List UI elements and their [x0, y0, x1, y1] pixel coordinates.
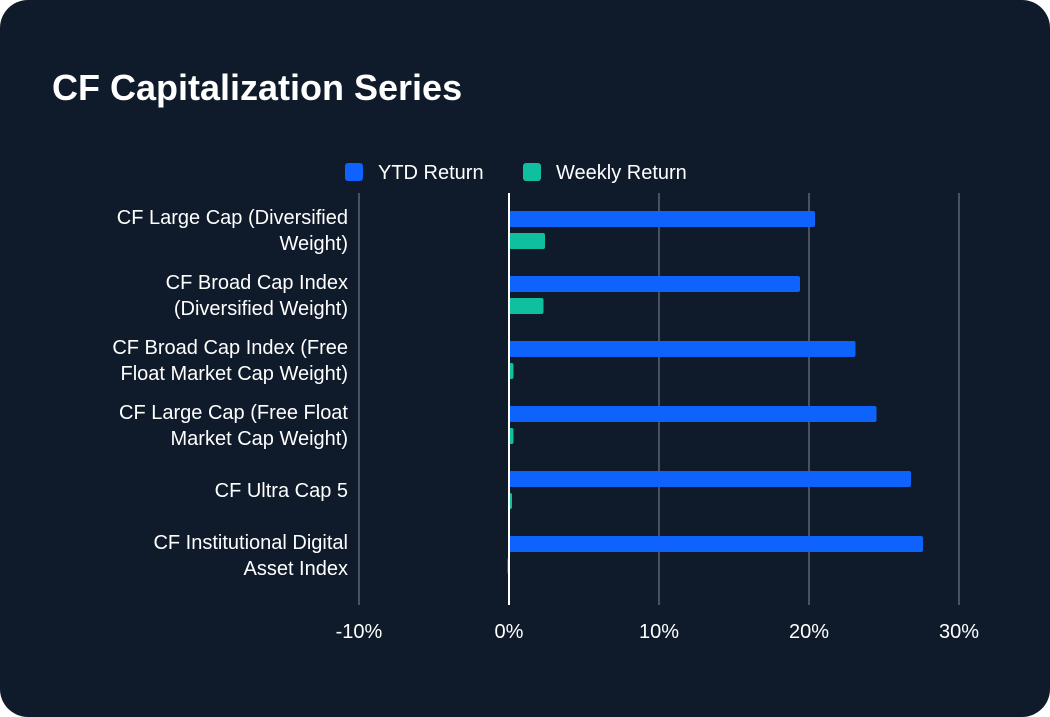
- bar-ytd: [509, 536, 923, 552]
- bar-weekly: [509, 298, 544, 314]
- x-tick-label: 30%: [939, 621, 979, 643]
- x-tick-label: 0%: [495, 621, 524, 643]
- category-label: Weight): [279, 233, 348, 255]
- x-tick-label: 10%: [639, 621, 679, 643]
- category-label: CF Broad Cap Index: [166, 272, 348, 294]
- bar-weekly: [509, 233, 545, 249]
- x-tick-label: 20%: [789, 621, 829, 643]
- bar-ytd: [509, 471, 911, 487]
- bar-ytd: [509, 276, 800, 292]
- bar-weekly: [509, 363, 514, 379]
- category-label: Market Cap Weight): [171, 428, 348, 450]
- category-label: Asset Index: [243, 558, 348, 580]
- legend-label: YTD Return: [378, 162, 484, 184]
- bar-ytd: [509, 406, 877, 422]
- chart-title: CF Capitalization Series: [52, 67, 463, 108]
- category-label: CF Broad Cap Index (Free: [112, 337, 348, 359]
- category-label: Float Market Cap Weight): [121, 363, 349, 385]
- bar-ytd: [509, 341, 856, 357]
- legend-label: Weekly Return: [556, 162, 687, 184]
- category-label: CF Institutional Digital: [153, 532, 348, 554]
- legend-swatch: [523, 163, 541, 181]
- bar-ytd: [509, 211, 815, 227]
- legend-swatch: [345, 163, 363, 181]
- category-label: CF Large Cap (Free Float: [119, 402, 348, 424]
- category-label: CF Large Cap (Diversified: [117, 207, 348, 229]
- category-label: CF Ultra Cap 5: [215, 480, 348, 502]
- bar-weekly: [509, 428, 514, 444]
- x-tick-label: -10%: [336, 621, 383, 643]
- category-label: (Diversified Weight): [174, 298, 348, 320]
